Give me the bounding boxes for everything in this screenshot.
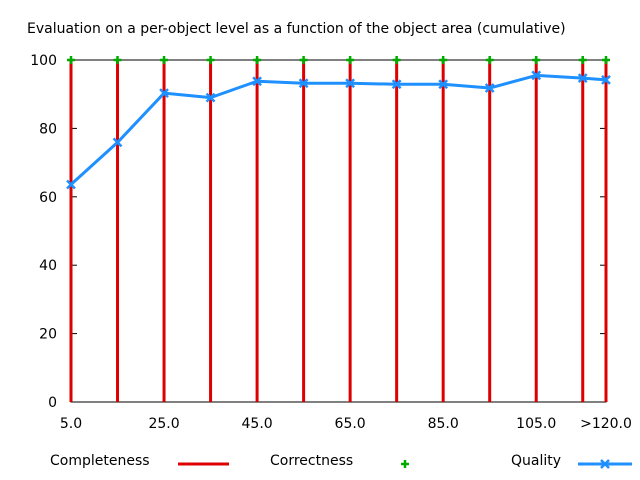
- y-tick-label: 100: [30, 53, 57, 69]
- legend-label-correctness: Correctness: [270, 453, 353, 469]
- quality-point: [112, 137, 123, 148]
- quality-point: [345, 78, 356, 89]
- quality-point: [159, 88, 169, 99]
- correctness-point: [346, 56, 355, 64]
- legend-swatch-correctness: [401, 460, 409, 468]
- legend-label-quality: Quality: [511, 453, 561, 469]
- correctness-point: [392, 56, 401, 64]
- y-tick-label: 60: [39, 190, 57, 206]
- y-tick-label: 40: [39, 258, 57, 274]
- correctness-point: [160, 56, 169, 64]
- legend: Completeness Correctness Quality: [50, 453, 632, 469]
- legend-swatch-quality-marker: [600, 459, 610, 469]
- x-tick-label: 45.0: [242, 416, 273, 432]
- quality-point: [577, 73, 588, 84]
- correctness-point: [67, 56, 75, 64]
- quality-line: [69, 73, 607, 186]
- chart-title: Evaluation on a per-object level as a fu…: [27, 21, 566, 37]
- quality-point: [391, 79, 402, 90]
- x-tick-label: 65.0: [335, 416, 366, 432]
- x-tick-label: 25.0: [148, 416, 179, 432]
- correctness-point: [113, 56, 122, 64]
- plot-marks: [66, 56, 611, 402]
- correctness-point: [485, 56, 494, 64]
- legend-label-completeness: Completeness: [50, 453, 150, 469]
- y-tick-label: 20: [39, 327, 57, 343]
- quality-point: [298, 78, 309, 89]
- x-tick-label: 85.0: [428, 416, 459, 432]
- correctness-point: [602, 56, 610, 64]
- correctness-point: [532, 56, 541, 64]
- x-tick-label: 105.0: [516, 416, 556, 432]
- plot-frame: [70, 59, 607, 403]
- correctness-point: [253, 56, 262, 64]
- y-tick-label: 0: [48, 395, 57, 411]
- correctness-point: [299, 56, 308, 64]
- quality-point: [66, 179, 76, 190]
- quality-point: [601, 74, 611, 85]
- quality-point: [252, 76, 262, 87]
- axes: 0 20 40 60 80 100 5.0 25.0 45.0 65.0 85.0 105.0 >120…: [30, 53, 632, 432]
- x-tick-label: >120.0: [580, 416, 632, 432]
- correctness-point: [578, 56, 587, 64]
- quality-point: [531, 70, 542, 81]
- x-tick-label: 5.0: [60, 416, 82, 432]
- correctness-point: [439, 56, 448, 64]
- y-tick-label: 80: [39, 121, 57, 137]
- quality-point: [205, 92, 216, 103]
- quality-point: [484, 83, 495, 93]
- correctness-point: [206, 56, 215, 64]
- quality-point: [438, 79, 449, 90]
